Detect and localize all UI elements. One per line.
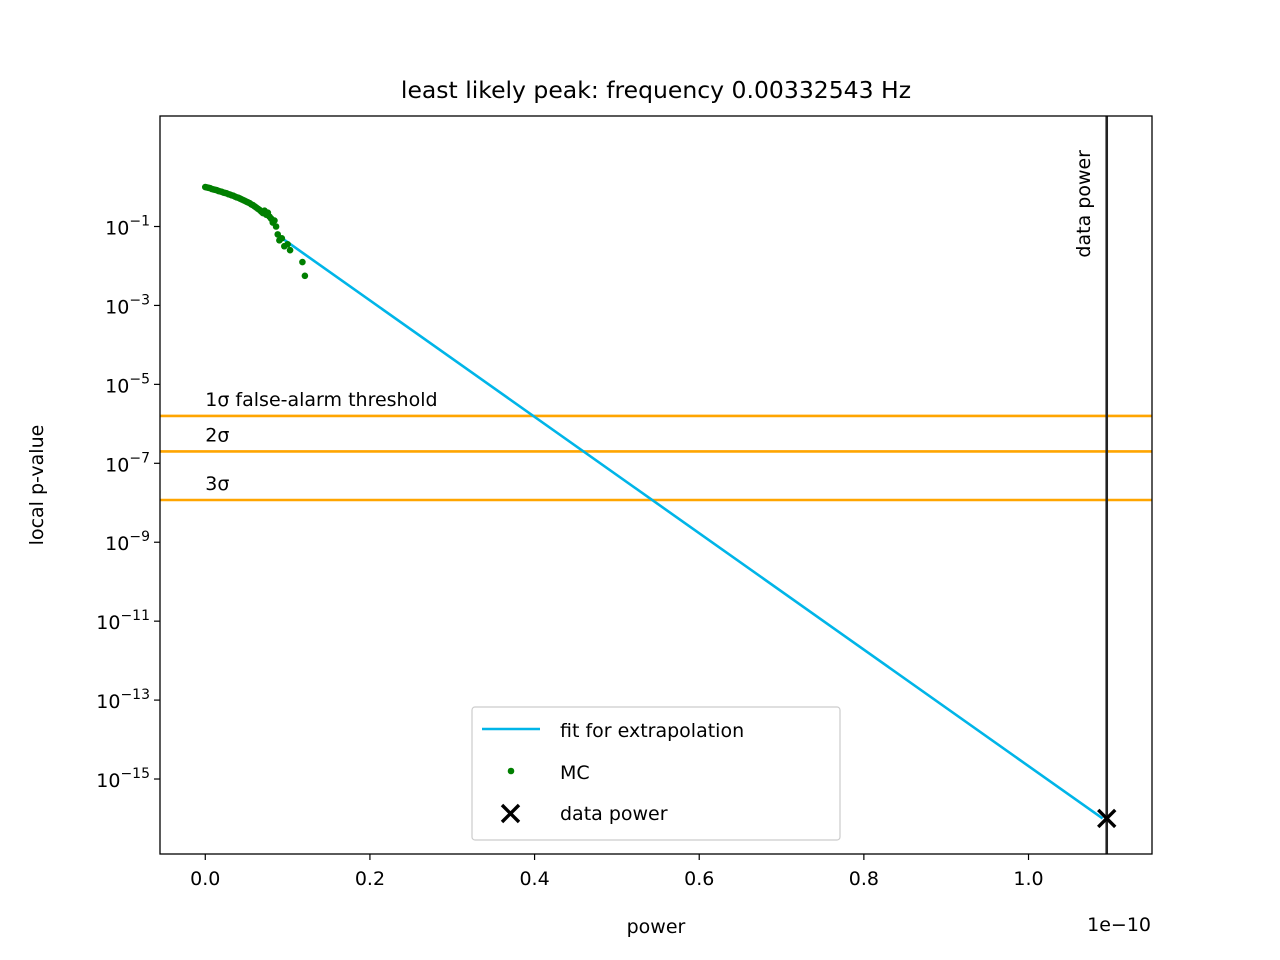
axis-ticks: 0.0 0.2 0.4 0.6 0.8 1.0 10−1 10−3 10−5 10−7 10−9 10… (96, 214, 1043, 890)
x-tick-label-2: 0.4 (519, 868, 549, 890)
x-tick-label-5: 1.0 (1013, 868, 1043, 890)
threshold-label-1: 1σ false-alarm threshold (205, 389, 437, 411)
threshold-lines: 1σ false-alarm threshold 2σ 3σ (160, 389, 1152, 502)
mc-point (286, 246, 294, 254)
y-tick-label-6: 10−13 (96, 687, 150, 713)
y-tick-label-5: 10−11 (96, 608, 150, 634)
data-power-marker (1097, 808, 1117, 829)
threshold-label-3: 3σ (205, 473, 229, 495)
legend-data-power-swatch (500, 803, 521, 824)
legend-fit-label: fit for extrapolation (560, 720, 744, 742)
y-tick-label-2: 10−5 (105, 371, 150, 397)
threshold-label-2: 2σ (205, 424, 229, 446)
x-tick-label-4: 0.8 (849, 868, 879, 890)
y-tick-label-7: 10−15 (96, 766, 150, 792)
y-tick-label-0: 10−1 (105, 214, 150, 240)
legend-mc-swatch (507, 767, 515, 775)
legend-data-power-label: data power (560, 803, 668, 825)
plot-area-frame (159, 115, 1153, 855)
y-tick-label-1: 10−3 (105, 292, 150, 318)
y-tick-label-4: 10−9 (105, 529, 150, 555)
vline-label: data power (1073, 150, 1095, 258)
y-axis-label: local p-value (26, 425, 48, 546)
mc-point (301, 272, 309, 280)
legend-box (471, 706, 841, 841)
mc-point (299, 258, 306, 266)
legend: fit for extrapolation MC data power (471, 706, 841, 841)
x-tick-label-0: 0.0 (190, 868, 220, 890)
x-axis-offset-label: 1e−10 (1087, 914, 1151, 936)
fit-line (278, 235, 1104, 820)
mc-point (284, 240, 291, 248)
x-axis-label: power (627, 916, 686, 938)
mc-point (272, 223, 280, 230)
legend-mc-label: MC (560, 762, 590, 784)
x-tick-label-3: 0.6 (684, 868, 714, 890)
x-tick-label-1: 0.2 (355, 868, 385, 890)
mc-point (278, 235, 286, 242)
chart-title: least likely peak: frequency 0.00332543 … (401, 76, 911, 104)
mc-point (274, 231, 282, 238)
plot-marks (201, 116, 1117, 854)
mc-point (271, 217, 278, 224)
y-tick-label-3: 10−7 (105, 450, 150, 476)
